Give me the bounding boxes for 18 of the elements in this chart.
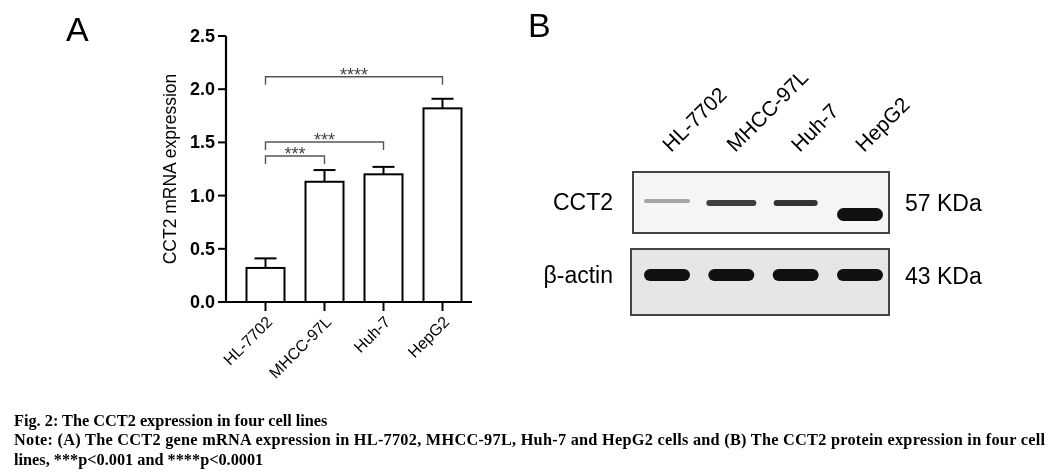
- annotation: ***: [284, 144, 306, 165]
- text: B: [528, 6, 551, 44]
- annotation: ****: [339, 64, 369, 85]
- category-label: 43 KDa: [905, 263, 982, 289]
- text: Note: (A) The CCT2 gene mRNA expression in HL-7702, MHCC-97L, Huh-7 and HepG2 cells and (B) The CCT2 protein expression in four cell lines, ***p<0.001 and ****p<0.0001: [14, 430, 1046, 469]
- y-tick-label: 0.5: [189, 238, 215, 259]
- y-tick-label: 2.0: [189, 79, 215, 100]
- annotation: ***: [313, 130, 336, 151]
- category-label: CCT2: [552, 189, 613, 215]
- y-tick-label: 2.5: [189, 26, 215, 46]
- y-tick-label: 1.0: [189, 185, 215, 206]
- chart-title: A: [66, 10, 89, 48]
- y-axis-title: CCT2 mRNA expression: [160, 73, 180, 265]
- category-label: 57 KDa: [905, 190, 982, 216]
- y-tick-label: 0.0: [189, 292, 215, 312]
- y-tick-label: 1.5: [189, 132, 215, 153]
- category-label: β-actin: [543, 262, 613, 288]
- text: Fig. 2: The CCT2 expression in four cell lines: [14, 411, 328, 430]
